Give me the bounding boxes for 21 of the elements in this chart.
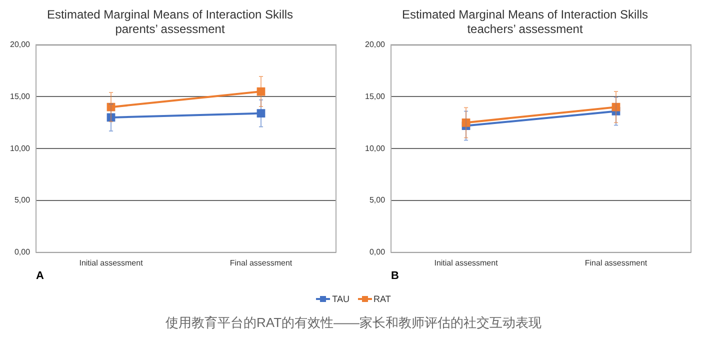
y-tick-label: 0,00 (369, 248, 386, 257)
y-tick-label: 5,00 (369, 196, 386, 205)
x-tick-label: Initial assessment (79, 258, 144, 268)
text: 使用教育平台的RAT的有效性——家长和教师评估的社交互动表现 (164, 314, 543, 332)
y-tick-label: 5,00 (14, 196, 31, 205)
y-tick-label: 10,00 (364, 144, 386, 153)
legend-label: RAT (372, 294, 391, 304)
legend-label: TAU (331, 294, 350, 304)
x-tick-label: Final assessment (584, 258, 648, 268)
y-tick-label: 15,00 (10, 92, 31, 101)
chart-title: Estimated Marginal Means of Interaction Skills parents’ assessment (46, 8, 294, 36)
x-tick-label: Final assessment (230, 258, 293, 268)
y-tick-label: 10,00 (10, 144, 31, 153)
text: B (391, 270, 400, 282)
x-tick-label: Initial assessment (434, 258, 499, 268)
chart-title: Estimated Marginal Means of Interaction Skills teachers’ assessment (402, 8, 648, 36)
y-tick-label: 20,00 (10, 40, 31, 50)
y-tick-label: 0,00 (14, 248, 31, 257)
y-tick-label: 20,00 (364, 40, 386, 50)
text: A (36, 270, 44, 282)
y-tick-label: 15,00 (364, 92, 386, 101)
